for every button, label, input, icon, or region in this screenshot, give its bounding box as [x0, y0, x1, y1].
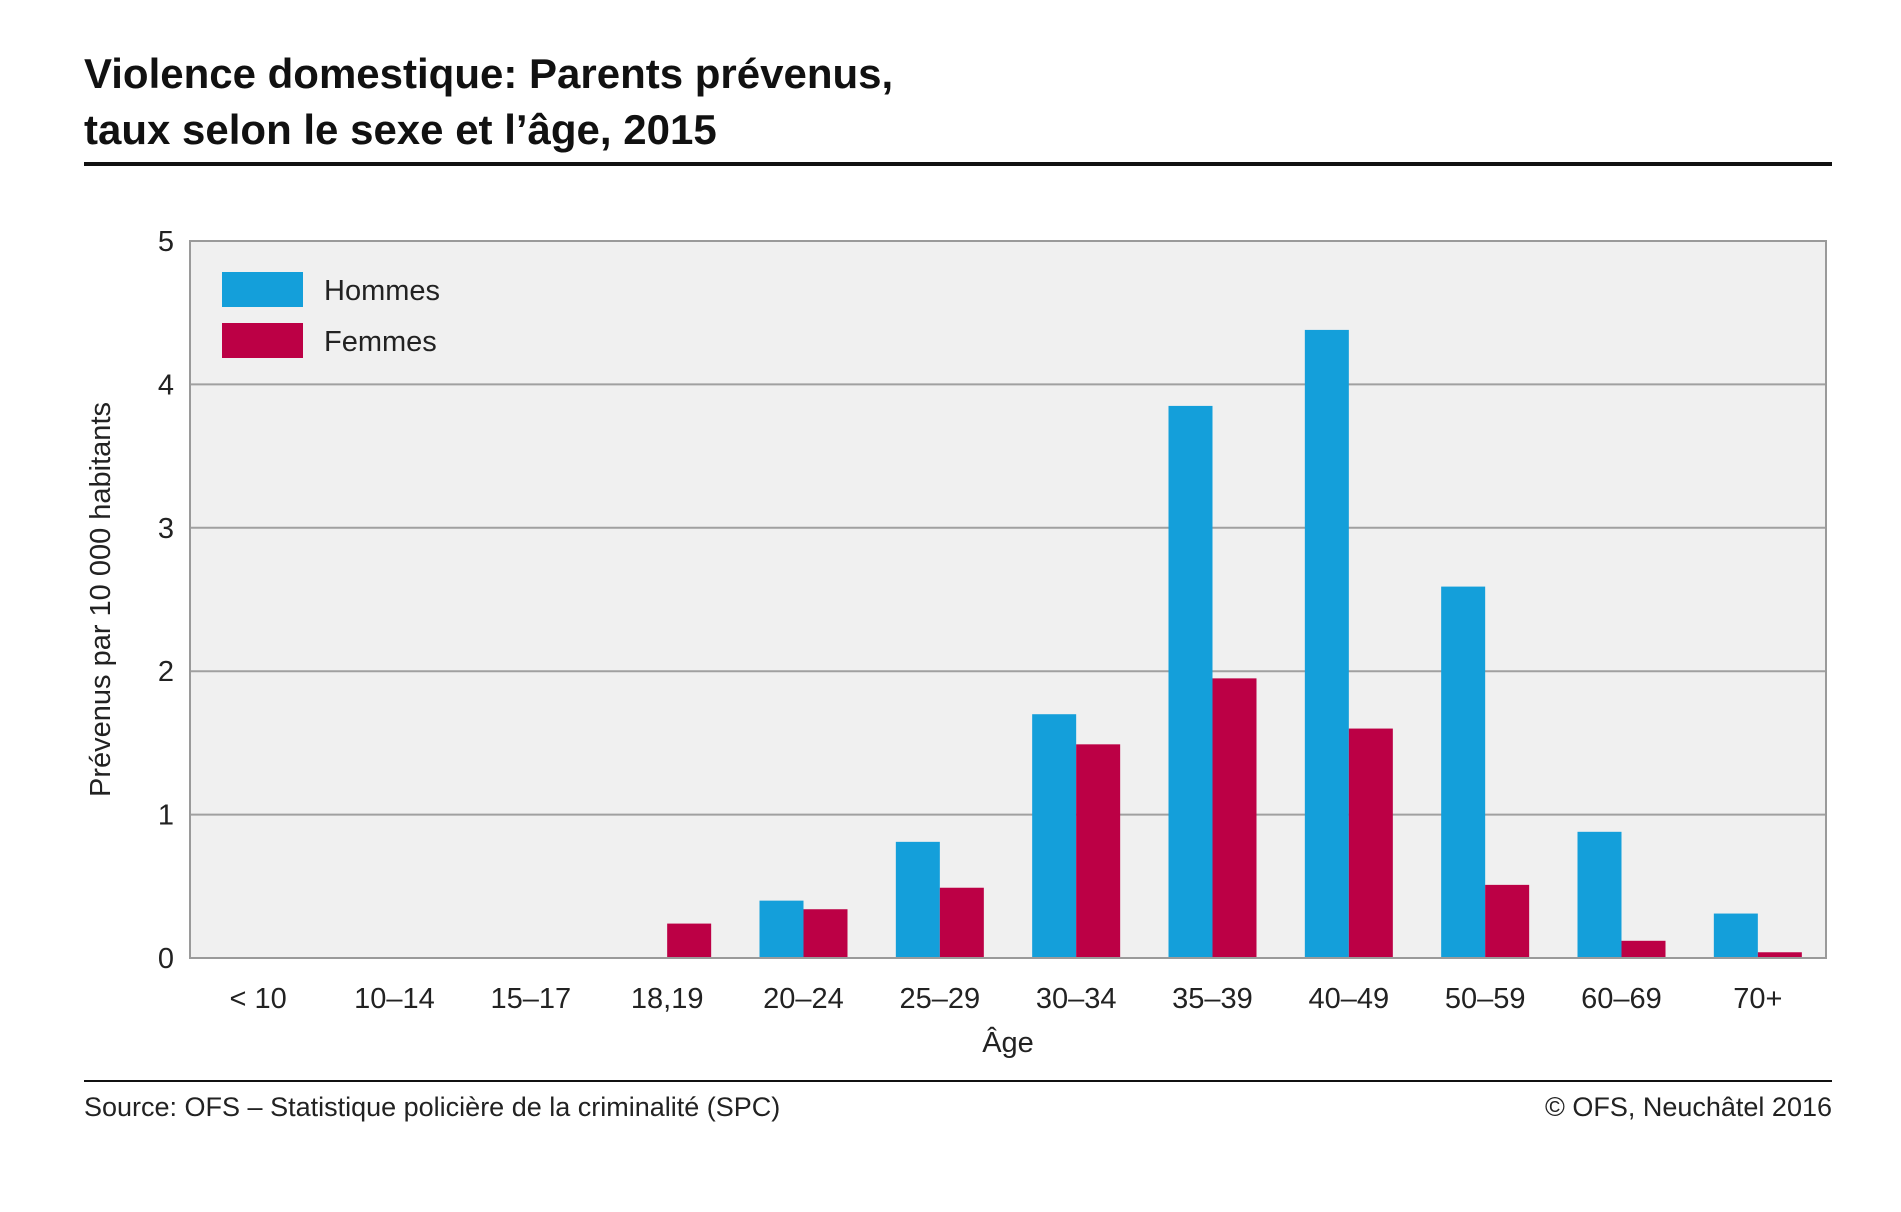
legend-swatch-femmes	[222, 323, 303, 358]
legend-label-femmes: Femmes	[324, 326, 437, 358]
plot-frame	[189, 240, 1827, 959]
bar-femmes-7	[1212, 678, 1257, 958]
bar-hommes-4	[759, 900, 804, 958]
plot-area	[190, 241, 1826, 958]
bar-femmes-8	[1348, 728, 1393, 958]
legend-swatch-hommes	[222, 272, 303, 307]
source-note: Source: OFS – Statistique policière de l…	[84, 1092, 781, 1122]
x-tick-label: 20–24	[763, 983, 844, 1015]
y-axis-label: Prévenus par 10 000 habitants	[85, 402, 117, 797]
chart-title: Violence domestique: Parents prévenus, t…	[84, 46, 893, 158]
title-divider	[84, 162, 1832, 166]
x-tick-label: < 10	[230, 983, 287, 1015]
x-tick-label: 15–17	[491, 983, 572, 1015]
y-tick-label: 4	[158, 369, 174, 401]
bar-femmes-3	[667, 923, 712, 958]
x-axis-label: Âge	[982, 1026, 1034, 1059]
x-tick-label: 60–69	[1581, 983, 1662, 1015]
bar-femmes-5	[939, 887, 984, 958]
bar-femmes-6	[1076, 744, 1121, 958]
legend-label-hommes: Hommes	[324, 275, 440, 307]
bar-femmes-11	[1757, 952, 1802, 958]
bar-hommes-9	[1441, 586, 1486, 958]
copyright-note: © OFS, Neuchâtel 2016	[1544, 1092, 1832, 1122]
bar-hommes-8	[1304, 329, 1349, 959]
footer-divider	[84, 1080, 1832, 1082]
bar-hommes-5	[895, 841, 940, 958]
chart-title-line-1: Violence domestique: Parents prévenus,	[84, 50, 894, 97]
bar-femmes-10	[1621, 940, 1666, 958]
bar-hommes-10	[1577, 831, 1622, 958]
chart-title-line-2: taux selon le sexe et l’âge, 2015	[84, 106, 717, 153]
bar-hommes-6	[1032, 714, 1077, 958]
bar-chart: 0 1 2 3 4 5 < 10 10–14 15–17 18,19 20–24 25–29 30–34…	[85, 226, 1827, 1059]
y-tick-label: 2	[158, 656, 174, 688]
x-tick-label: 25–29	[900, 983, 981, 1015]
x-tick-label: 18,19	[631, 983, 704, 1015]
y-tick-label: 3	[158, 513, 174, 545]
x-tick-label: 70+	[1733, 983, 1782, 1015]
x-tick-label: 40–49	[1309, 983, 1390, 1015]
y-tick-label: 0	[158, 943, 174, 975]
bar-hommes-7	[1168, 405, 1213, 958]
x-tick-label: 50–59	[1445, 983, 1526, 1015]
bar-femmes-9	[1485, 884, 1530, 958]
x-tick-label: 35–39	[1172, 983, 1253, 1015]
x-tick-label: 10–14	[354, 983, 435, 1015]
x-tick-label: 30–34	[1036, 983, 1117, 1015]
y-tick-label: 5	[158, 226, 174, 258]
bar-femmes-4	[803, 909, 848, 958]
bar-hommes-11	[1713, 913, 1758, 958]
y-tick-label: 1	[158, 800, 174, 832]
